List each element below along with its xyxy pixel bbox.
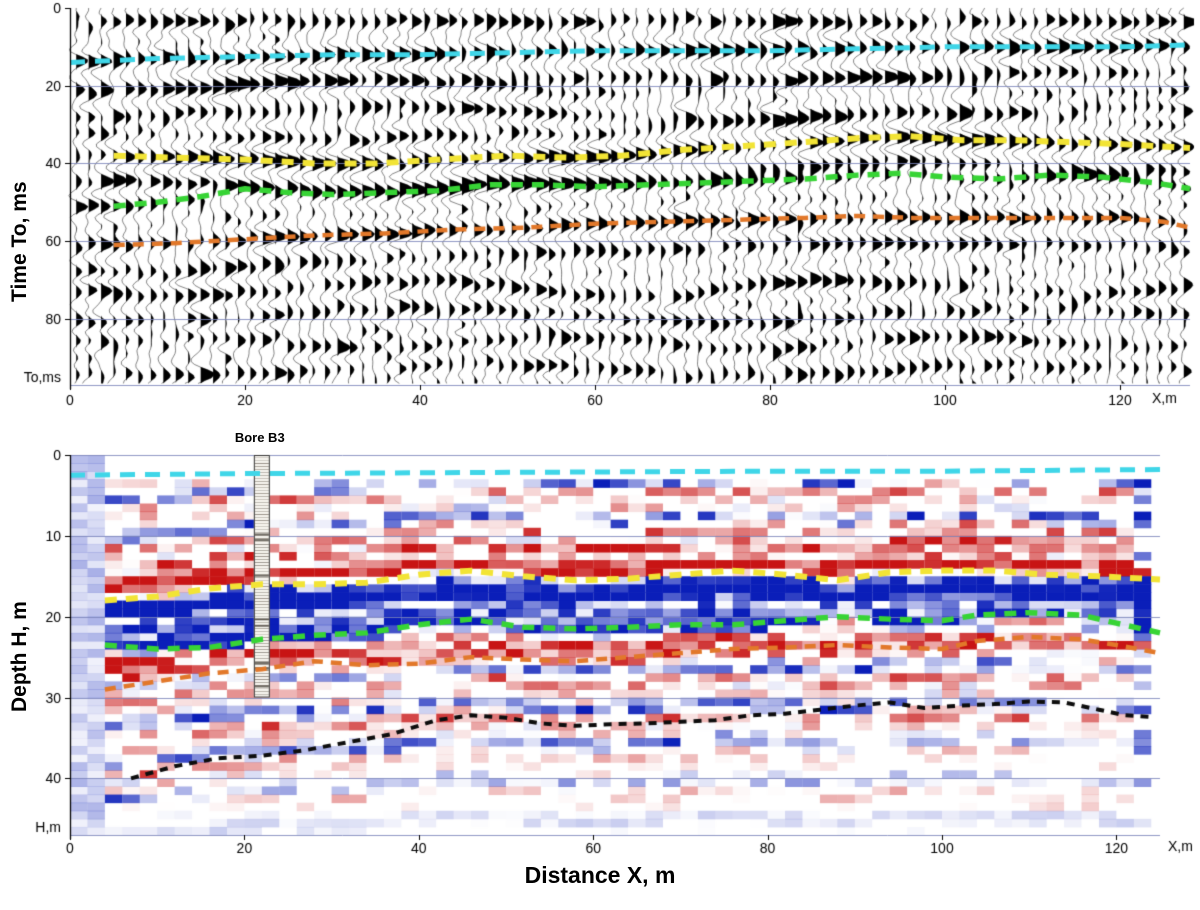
depth-section-canvas (0, 430, 1200, 910)
bore-label: Bore B3 (234, 430, 285, 445)
time-axis-label: Time To, ms (8, 181, 31, 302)
distance-axis-title: Distance X, m (524, 862, 676, 888)
time-section-canvas (0, 0, 1200, 430)
depth-axis-label: Depth H, m (8, 601, 31, 712)
